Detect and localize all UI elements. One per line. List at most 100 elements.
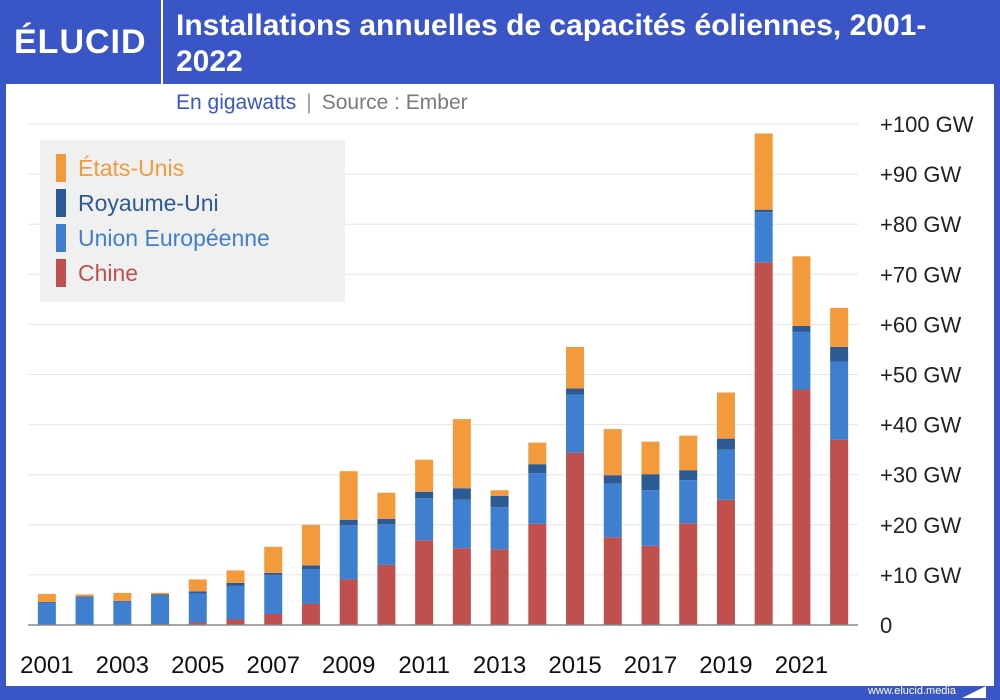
bar-segment: 2012 Union Européenne: 9.7 <box>452 499 471 549</box>
bar-segment: 2014 Royaume-Uni: 1.8 <box>528 464 547 474</box>
bar-segment: 2009 États-Unis: 9.7 <box>339 471 358 520</box>
y-tick-label: +50 GW <box>880 363 962 388</box>
bar-segment: 2018 Royaume-Uni: 2 <box>679 470 698 481</box>
legend-swatch-royaume-uni <box>56 189 66 217</box>
legend-item-etats-unis: États-Unis <box>56 152 341 182</box>
bar-segment: 2016 Union Européenne: 10.7 <box>603 483 622 538</box>
bar-segment: 2014 Union Européenne: 10.1 <box>528 473 547 524</box>
y-tick-label: +10 GW <box>880 563 962 588</box>
bar-segment: 2022 Union Européenne: 15.6 <box>830 361 849 440</box>
bar-segment: 2013 Royaume-Uni: 2.3 <box>490 495 509 508</box>
subtitle-source: Source : Ember <box>321 91 468 114</box>
bar-segment: 2021 États-Unis: 13.9 <box>792 256 811 326</box>
bar-segment: 2017 Royaume-Uni: 3.2 <box>641 474 660 491</box>
bar-segment: 2014 États-Unis: 4.3 <box>528 442 547 465</box>
bar-segment: 2001 Royaume-Uni: 0.1 <box>37 601 56 603</box>
bar-segment: 2004 Union Européenne: 5.7 <box>151 595 170 624</box>
bar-segment: 2016 Royaume-Uni: 1.7 <box>603 475 622 484</box>
legend-swatch-union-europeenne <box>56 224 66 252</box>
bar-segment: 2005 États-Unis: 2.4 <box>188 579 207 592</box>
bar-segment: 2007 États-Unis: 5.2 <box>264 546 283 573</box>
x-tick-label: 2011 <box>398 652 450 679</box>
bar-segment: 2020 Union Européenne: 10 <box>754 212 773 263</box>
x-tick-label: 2003 <box>96 652 149 679</box>
bar-segment: 2006 Chine: 1.1 <box>226 619 245 625</box>
legend-label-etats-unis: États-Unis <box>78 155 185 181</box>
bar-segment: 2016 États-Unis: 9.2 <box>603 429 622 476</box>
bar-segment: 2007 Union Européenne: 7.8 <box>264 574 283 614</box>
subtitle: En gigawatts | Source : Ember <box>176 90 468 116</box>
bar-segment: 2008 Union Européenne: 6.9 <box>301 569 320 604</box>
bar-segment: 2021 Union Européenne: 11.5 <box>792 331 811 390</box>
bar-segment: 2016 Chine: 17.5 <box>603 537 622 625</box>
bar-segment: 2004 Royaume-Uni: 0.2 <box>151 594 170 596</box>
subtitle-separator: | <box>306 91 312 114</box>
y-tick-label: +90 GW <box>880 162 962 187</box>
bar-segment: 2019 Chine: 25 <box>716 499 735 625</box>
bar-segment: 2010 Union Européenne: 8.1 <box>377 524 396 565</box>
legend-label-union-europeenne: Union Européenne <box>78 225 270 251</box>
y-tick-label: +100 GW <box>880 112 974 137</box>
x-tick-label: 2019 <box>699 652 752 679</box>
bar-segment: 2022 États-Unis: 7.8 <box>830 307 849 347</box>
y-tick-label: +70 GW <box>880 262 962 287</box>
bar-segment: 2021 Chine: 47 <box>792 389 811 625</box>
bar-segment: 2011 États-Unis: 6.4 <box>415 459 434 492</box>
x-tick-label: 2009 <box>322 652 375 679</box>
bar-segment: 2012 États-Unis: 13.8 <box>452 419 471 489</box>
legend-label-royaume-uni: Royaume-Uni <box>78 190 219 216</box>
elucid-mark-icon <box>962 686 986 698</box>
bar-segment: 2008 Chine: 4.2 <box>301 603 320 625</box>
x-tick-label: 2015 <box>548 652 601 679</box>
bar-segment: 2017 États-Unis: 6.5 <box>641 441 660 475</box>
bar-segment: 2005 Royaume-Uni: 0.4 <box>188 591 207 594</box>
x-tick-label: 2005 <box>171 652 224 679</box>
bar-segment: 2015 États-Unis: 8.3 <box>566 346 585 389</box>
bar-segment: 2015 Union Européenne: 11.6 <box>566 394 585 453</box>
bar-segment: 2012 Royaume-Uni: 2.3 <box>452 488 471 500</box>
bar-segment: 2015 Chine: 34.4 <box>566 452 585 625</box>
x-tick-label: 2013 <box>473 652 526 679</box>
bar-segment: 2007 Chine: 2.2 <box>264 613 283 625</box>
bar-segment: 2007 Royaume-Uni: 0.4 <box>264 572 283 575</box>
bar-segment: 2017 Union Européenne: 11.1 <box>641 490 660 546</box>
footer-url: www.elucid.media <box>867 685 956 697</box>
bar-segment: 2013 Chine: 15.1 <box>490 549 509 625</box>
bar-segment: 2010 Royaume-Uni: 1.1 <box>377 518 396 525</box>
bar-segment: 2006 États-Unis: 2.5 <box>226 570 245 583</box>
bar-segment: 2011 Union Européenne: 8.4 <box>415 498 434 541</box>
bar-segment: 2017 Chine: 15.8 <box>641 545 660 625</box>
subtitle-unit: En gigawatts <box>176 91 297 114</box>
legend-item-royaume-uni: Royaume-Uni <box>56 187 341 217</box>
bar-segment: 2002 Royaume-Uni: 0.1 <box>75 596 94 597</box>
legend-item-union-europeenne: Union Européenne <box>56 222 341 252</box>
bar-segment: 2010 États-Unis: 5.2 <box>377 492 396 519</box>
bar-segment: 2021 Royaume-Uni: 1.2 <box>792 325 811 332</box>
bar-segment: 2022 Royaume-Uni: 2.9 <box>830 346 849 362</box>
bar-segment: 2003 Union Européenne: 4.6 <box>113 601 132 625</box>
bar-segment: 2022 Chine: 37 <box>830 439 849 625</box>
bar-segment: 2004 États-Unis: 0.3 <box>151 592 170 595</box>
y-tick-label: +40 GW <box>880 413 962 438</box>
bar-segment: 2003 Royaume-Uni: 0.1 <box>113 600 132 602</box>
chart-legend: États-Unis Royaume-Uni Union Européenne … <box>40 140 345 302</box>
bar-segment: 2005 Chine: 0.5 <box>188 622 207 625</box>
bar-segment: 2019 États-Unis: 9.2 <box>716 392 735 439</box>
x-tick-label: 2007 <box>247 652 300 679</box>
bar-segment: 2013 États-Unis: 1.1 <box>490 490 509 496</box>
legend-swatch-etats-unis <box>56 154 66 182</box>
bar-segment: 2011 Chine: 16.9 <box>415 540 434 625</box>
logo-separator <box>161 0 163 84</box>
bar-segment: 2001 États-Unis: 1.6 <box>37 593 56 602</box>
bar-segment: 2020 Chine: 72.4 <box>754 262 773 625</box>
bar-segment: 2010 Chine: 12 <box>377 564 396 625</box>
y-tick-label: +30 GW <box>880 463 962 488</box>
elucid-logo: ÉLUCID <box>14 23 147 61</box>
bar-segment: 2014 Chine: 20.2 <box>528 523 547 625</box>
bar-segment: 2020 Royaume-Uni: 0.5 <box>754 209 773 213</box>
x-tick-label: 2001 <box>20 652 73 679</box>
bar-segment: 2015 Royaume-Uni: 1.2 <box>566 388 585 395</box>
y-tick-label: +60 GW <box>880 312 962 337</box>
bar-segment: 2018 Chine: 20.3 <box>679 523 698 625</box>
